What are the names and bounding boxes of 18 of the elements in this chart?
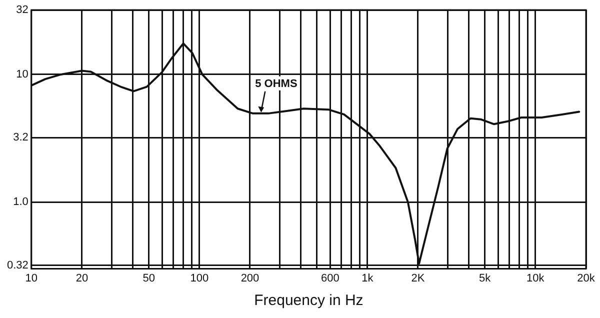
x-tick-label: 10k (526, 272, 545, 284)
y-tick-label: 1.0 (13, 196, 28, 208)
annotation: 5 OHMS (255, 78, 298, 90)
x-tick-label: 600 (320, 272, 340, 284)
x-tick-label: 1k (362, 272, 374, 284)
x-tick-label: 50 (142, 272, 155, 284)
x-axis-title: Frequency in Hz (254, 292, 364, 310)
y-tick-label: 10 (16, 68, 28, 80)
y-tick-label: 32 (16, 4, 28, 16)
y-tick-label: 3.2 (13, 132, 28, 144)
x-tick-label: 200 (240, 272, 260, 284)
x-tick-label: 20 (76, 272, 88, 284)
y-tick-label: 0.32 (6, 259, 28, 272)
x-tick-label: 5k (479, 272, 492, 284)
x-tick-label: 10 (25, 272, 38, 284)
x-tick-label: 100 (190, 272, 209, 284)
x-tick-label: 20k (577, 272, 596, 284)
x-tick-label: 2K (411, 272, 426, 284)
